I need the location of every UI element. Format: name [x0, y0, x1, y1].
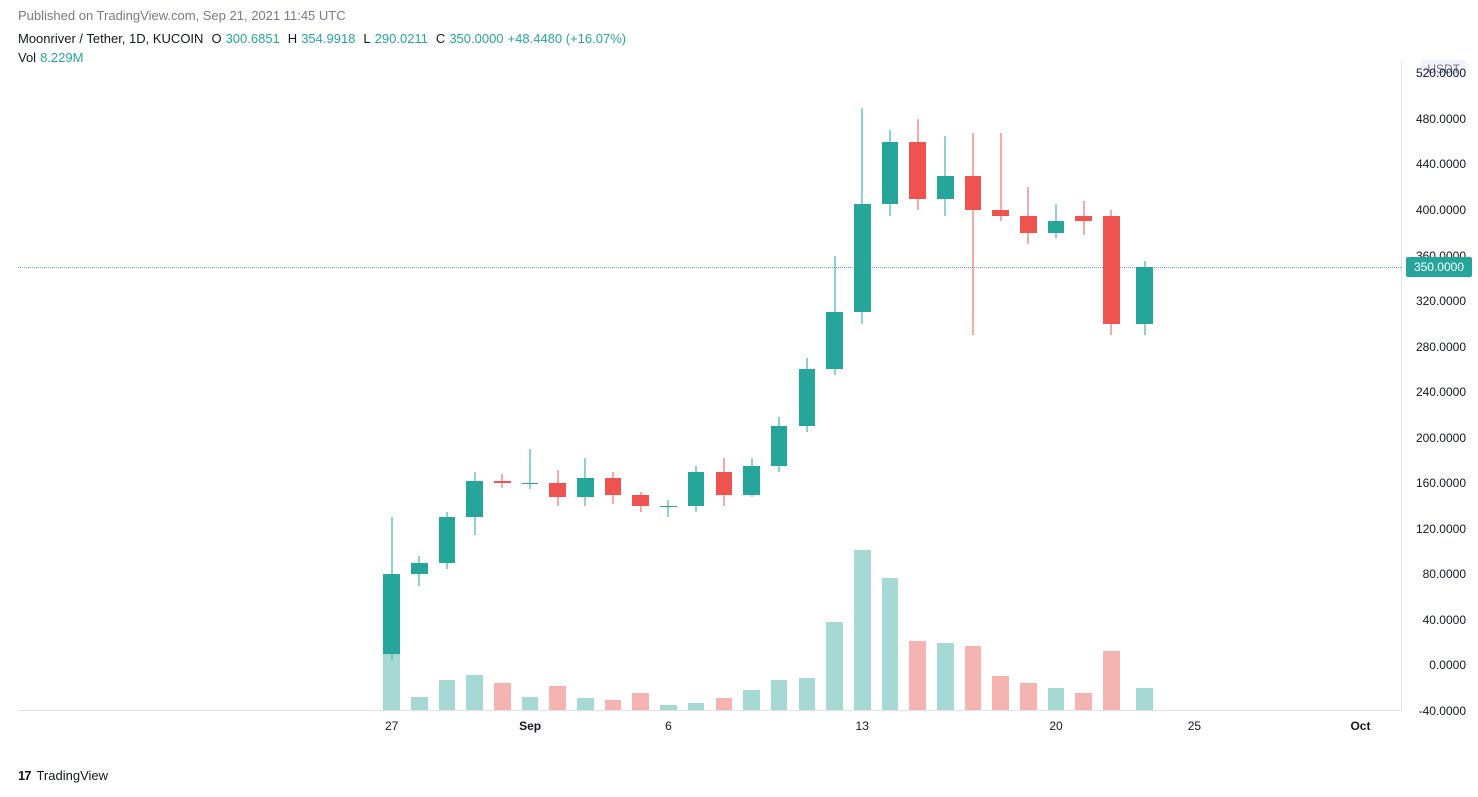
x-tick-label: 27 [385, 719, 398, 733]
candle[interactable] [965, 133, 982, 336]
candle[interactable] [632, 492, 649, 511]
y-tick-label: 240.0000 [1416, 385, 1466, 399]
y-tick-label: 280.0000 [1416, 340, 1466, 354]
low-label: L [363, 31, 370, 46]
x-tick-label: Oct [1350, 719, 1370, 733]
current-price-tag: 350.0000 [1406, 257, 1472, 277]
volume-bar[interactable] [937, 643, 954, 710]
candle[interactable] [992, 133, 1009, 222]
candle[interactable] [1103, 210, 1120, 335]
candle[interactable] [577, 458, 594, 506]
y-tick-label: 440.0000 [1416, 157, 1466, 171]
y-tick-label: 0.0000 [1429, 658, 1466, 672]
y-tick-label: 80.0000 [1423, 567, 1466, 581]
volume-bar[interactable] [882, 578, 899, 710]
volume-bar[interactable] [466, 675, 483, 710]
high-label: H [288, 31, 297, 46]
candle[interactable] [439, 512, 456, 569]
candle[interactable] [826, 256, 843, 376]
volume-bar[interactable] [660, 705, 677, 710]
y-tick-label: 120.0000 [1416, 522, 1466, 536]
candle[interactable] [854, 108, 871, 324]
y-axis[interactable]: USDT -40.00000.000040.000080.0000120.000… [1402, 62, 1472, 711]
y-tick-label: 400.0000 [1416, 203, 1466, 217]
symbol-info-row: Moonriver / Tether, 1D, KUCOIN O 300.6851… [0, 27, 1478, 48]
candle[interactable] [743, 458, 760, 497]
y-tick-label: 480.0000 [1416, 112, 1466, 126]
x-tick-label: 6 [665, 719, 672, 733]
volume-bar[interactable] [632, 693, 649, 710]
close-label: C [436, 31, 445, 46]
candle[interactable] [1020, 187, 1037, 244]
volume-bar[interactable] [743, 690, 760, 710]
published-text: Published on TradingView.com, Sep 21, 20… [18, 8, 346, 23]
x-axis[interactable]: 27 Sep 6 13 20 25 Oct [18, 711, 1402, 747]
volume-bar[interactable] [716, 698, 733, 710]
footer-brand: 17 TradingView [18, 768, 108, 783]
volume-bar[interactable] [605, 700, 622, 710]
volume-bar[interactable] [549, 686, 566, 710]
high-value: 354.9918 [301, 31, 355, 46]
volume-bar[interactable] [439, 680, 456, 710]
volume-bar[interactable] [854, 550, 871, 710]
y-tick-label: 200.0000 [1416, 431, 1466, 445]
volume-bar[interactable] [1075, 693, 1092, 710]
volume-bar[interactable] [1136, 688, 1153, 710]
publish-header: Published on TradingView.com, Sep 21, 20… [0, 0, 1478, 27]
candle[interactable] [466, 472, 483, 535]
x-tick-label: Sep [519, 719, 541, 733]
volume-bar[interactable] [965, 646, 982, 710]
x-tick-label: 20 [1049, 719, 1062, 733]
volume-bar[interactable] [1020, 683, 1037, 710]
candle[interactable] [660, 500, 677, 517]
candle[interactable] [882, 130, 899, 215]
chart-plot-area[interactable] [18, 62, 1402, 711]
x-tick-label: 25 [1188, 719, 1201, 733]
symbol-name: Moonriver / Tether, 1D, KUCOIN [18, 31, 203, 46]
volume-bar[interactable] [909, 641, 926, 710]
candle[interactable] [411, 556, 428, 586]
chart-container[interactable]: USDT -40.00000.000040.000080.0000120.000… [18, 62, 1472, 747]
candle[interactable] [937, 136, 954, 216]
volume-bar[interactable] [1048, 688, 1065, 710]
volume-bar[interactable] [577, 698, 594, 710]
y-tick-label: 320.0000 [1416, 294, 1466, 308]
volume-bar[interactable] [799, 678, 816, 710]
candle[interactable] [522, 449, 539, 489]
volume-bar[interactable] [522, 697, 539, 710]
candle[interactable] [1048, 204, 1065, 238]
volume-bar[interactable] [494, 683, 511, 710]
x-tick-label: 13 [856, 719, 869, 733]
y-tick-label: 520.0000 [1416, 66, 1466, 80]
candle[interactable] [909, 119, 926, 210]
volume-bar[interactable] [992, 676, 1009, 710]
open-label: O [211, 31, 221, 46]
candle[interactable] [799, 358, 816, 432]
candle[interactable] [716, 458, 733, 506]
open-value: 300.6851 [226, 31, 280, 46]
volume-bar[interactable] [411, 697, 428, 710]
tradingview-brand-text: TradingView [36, 768, 108, 783]
candle[interactable] [1075, 201, 1092, 235]
candle[interactable] [688, 466, 705, 512]
close-value: 350.0000 [449, 31, 503, 46]
tradingview-logo-icon: 17 [18, 768, 30, 783]
candle[interactable] [605, 472, 622, 504]
candle[interactable] [383, 517, 400, 659]
candle[interactable] [771, 417, 788, 472]
candle[interactable] [494, 474, 511, 488]
low-value: 290.0211 [375, 31, 428, 46]
candle[interactable] [549, 470, 566, 506]
current-price-line [18, 267, 1401, 268]
volume-bar[interactable] [771, 680, 788, 710]
candle[interactable] [1136, 261, 1153, 335]
y-tick-label: 160.0000 [1416, 476, 1466, 490]
y-tick-label: -40.0000 [1419, 704, 1466, 718]
change-value: +48.4480 (+16.07%) [508, 31, 627, 46]
y-tick-label: 40.0000 [1423, 613, 1466, 627]
volume-bar[interactable] [688, 703, 705, 710]
volume-bar[interactable] [826, 622, 843, 710]
volume-bar[interactable] [1103, 651, 1120, 710]
